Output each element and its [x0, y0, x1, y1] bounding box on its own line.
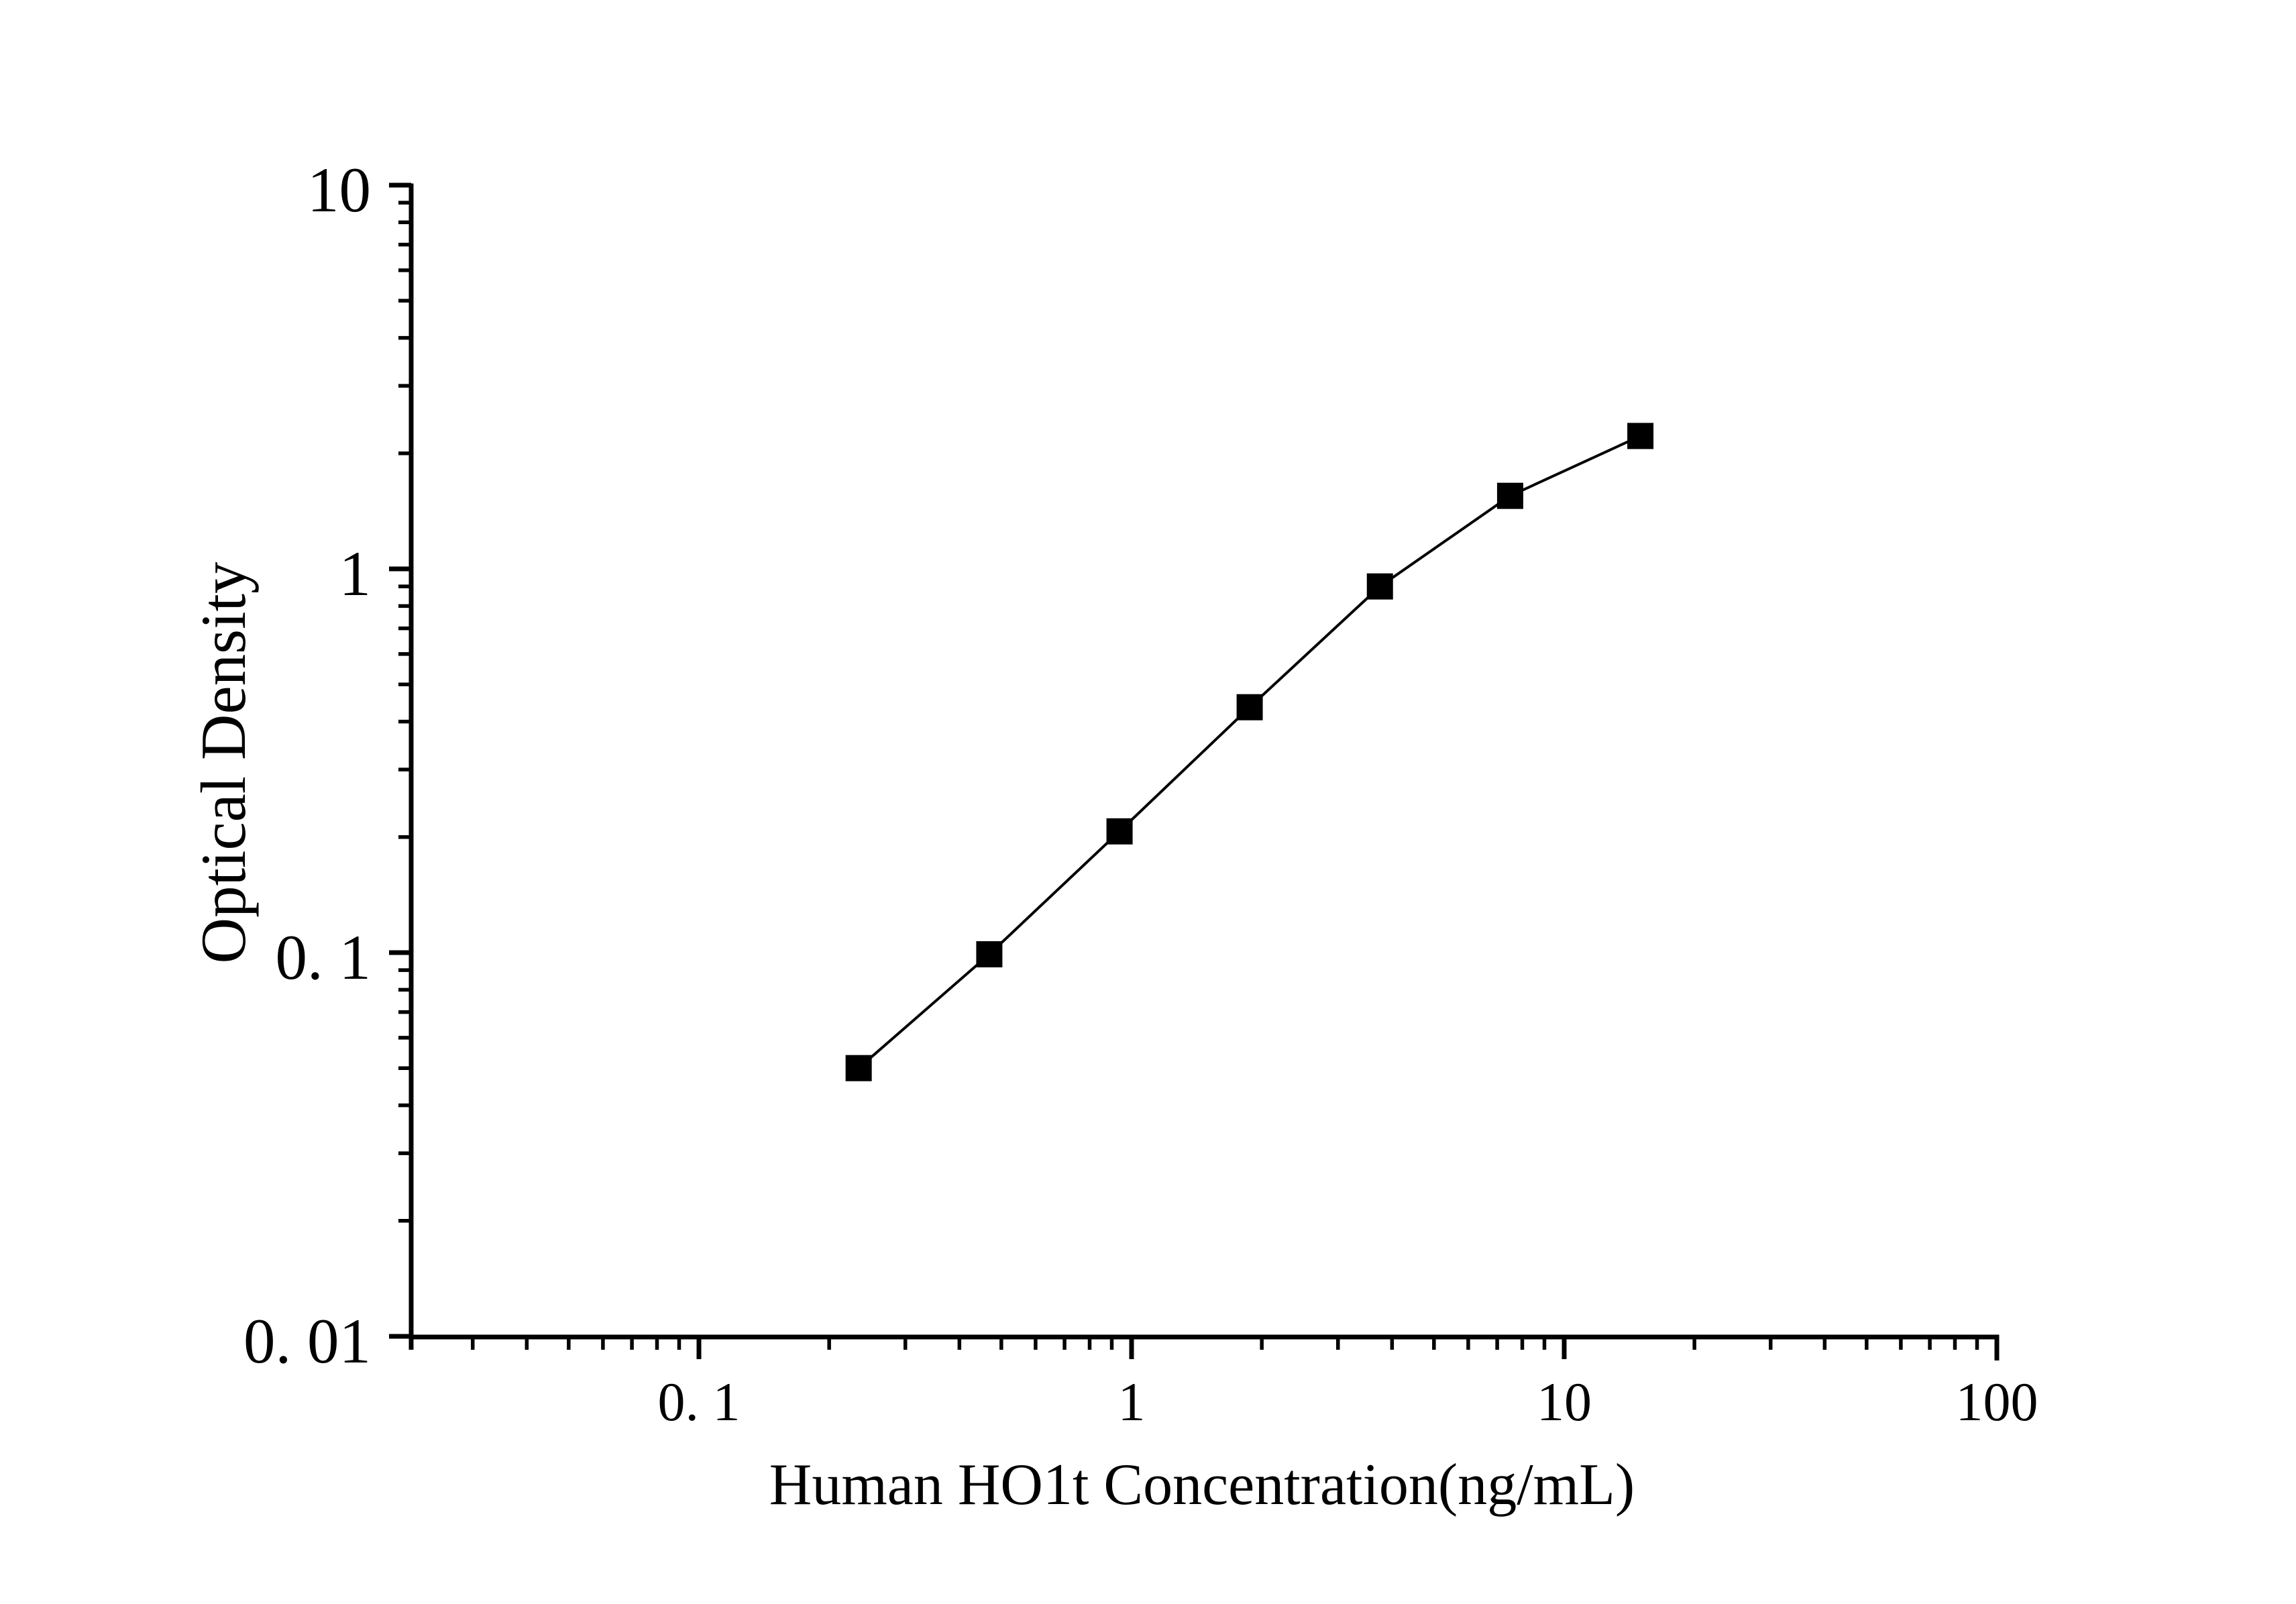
x-tick-label: 1 — [1118, 1371, 1146, 1432]
y-tick-label: 1 — [339, 538, 372, 609]
data-point-marker — [1106, 818, 1133, 845]
x-tick-label: 0. 1 — [658, 1371, 741, 1432]
data-point-marker — [1366, 573, 1393, 600]
y-tick-label: 0. 01 — [243, 1305, 371, 1377]
x-axis-title: Human HO1t Concentration(ng/mL) — [769, 1452, 1635, 1517]
data-point-marker — [1496, 482, 1523, 509]
series-line — [857, 435, 1641, 1069]
data-point-marker — [845, 1055, 872, 1081]
data-point-marker — [1236, 694, 1263, 720]
y-tick-label: 0. 1 — [276, 922, 372, 993]
data-point-marker — [1627, 423, 1654, 449]
data-point-marker — [976, 941, 1003, 967]
x-tick-label: 100 — [1956, 1371, 2038, 1432]
y-axis-title: Optical Density — [188, 562, 259, 963]
x-tick-label: 10 — [1537, 1371, 1592, 1432]
y-tick-label: 10 — [307, 154, 371, 225]
